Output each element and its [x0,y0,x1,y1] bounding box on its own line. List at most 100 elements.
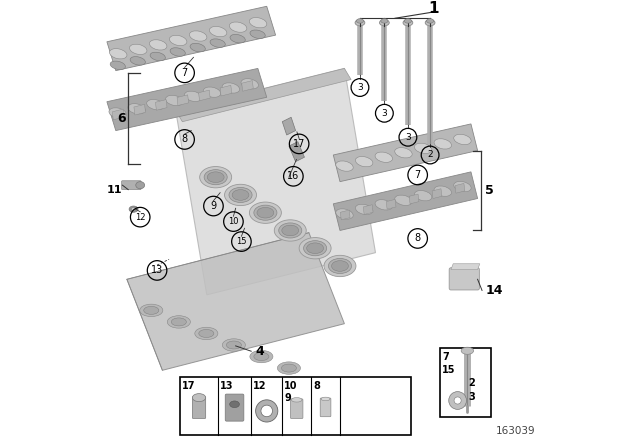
Ellipse shape [282,225,299,236]
Ellipse shape [454,181,471,192]
Ellipse shape [200,167,232,188]
Ellipse shape [278,223,302,238]
Text: 17: 17 [182,380,195,391]
Ellipse shape [147,99,164,110]
Ellipse shape [375,152,392,162]
Ellipse shape [380,20,389,26]
Text: 7: 7 [442,352,449,362]
Ellipse shape [184,91,202,101]
Ellipse shape [277,362,300,375]
Ellipse shape [230,401,239,408]
Ellipse shape [257,207,274,218]
Ellipse shape [172,318,186,326]
Polygon shape [432,189,442,198]
Text: 3: 3 [468,392,476,401]
Ellipse shape [375,200,392,210]
Ellipse shape [193,394,205,401]
Polygon shape [107,69,267,130]
Polygon shape [177,95,189,105]
Text: 3: 3 [405,133,411,142]
Ellipse shape [131,207,136,211]
FancyBboxPatch shape [291,399,303,418]
FancyBboxPatch shape [122,181,141,190]
Ellipse shape [254,353,269,361]
Text: 17: 17 [293,139,305,149]
FancyBboxPatch shape [225,394,244,421]
Ellipse shape [250,17,267,28]
Polygon shape [289,142,305,162]
Ellipse shape [199,329,214,337]
Polygon shape [333,124,477,181]
Polygon shape [455,183,465,193]
Ellipse shape [395,148,412,158]
Ellipse shape [454,134,471,145]
Ellipse shape [136,181,145,189]
Text: 8: 8 [415,233,420,243]
Ellipse shape [110,61,125,69]
Ellipse shape [250,30,265,39]
Ellipse shape [291,398,302,402]
Ellipse shape [144,306,159,314]
Ellipse shape [250,350,273,363]
Polygon shape [242,81,253,91]
Ellipse shape [209,26,227,37]
Text: 8: 8 [313,380,320,391]
Text: 1: 1 [428,1,438,16]
Text: 4: 4 [255,345,264,358]
Ellipse shape [222,339,245,351]
Text: 3: 3 [357,83,363,92]
Ellipse shape [109,108,127,118]
FancyBboxPatch shape [440,348,491,417]
Ellipse shape [275,220,306,241]
Text: 12: 12 [253,380,266,391]
Ellipse shape [204,170,227,185]
Ellipse shape [434,139,451,149]
Text: 2: 2 [468,378,476,388]
Ellipse shape [130,56,145,65]
Ellipse shape [229,187,252,202]
Text: 13: 13 [151,265,163,276]
Ellipse shape [355,204,373,215]
FancyBboxPatch shape [449,268,479,290]
Ellipse shape [207,172,224,182]
Ellipse shape [403,20,413,26]
Text: 7: 7 [182,68,188,78]
Ellipse shape [328,258,351,274]
Ellipse shape [404,19,412,23]
Polygon shape [107,6,276,71]
Text: 9: 9 [284,393,291,403]
Ellipse shape [129,44,147,55]
Text: 5: 5 [485,184,494,197]
Ellipse shape [170,48,186,56]
Polygon shape [134,104,145,115]
Ellipse shape [356,19,364,23]
Text: 2: 2 [428,151,433,159]
Polygon shape [113,109,124,120]
FancyBboxPatch shape [320,398,331,417]
Text: 10: 10 [284,380,298,391]
Ellipse shape [241,79,259,89]
Ellipse shape [166,95,183,106]
Circle shape [454,397,461,404]
Circle shape [449,392,467,409]
Ellipse shape [167,316,190,328]
Ellipse shape [336,161,353,171]
Ellipse shape [129,206,138,212]
Polygon shape [364,205,373,215]
Polygon shape [198,90,210,101]
Ellipse shape [225,184,257,206]
Ellipse shape [303,241,326,256]
Ellipse shape [332,261,348,271]
Text: 16: 16 [287,171,300,181]
Ellipse shape [229,22,247,32]
Text: 10: 10 [228,217,239,226]
Ellipse shape [336,209,353,219]
Ellipse shape [321,397,330,401]
Ellipse shape [170,35,187,46]
Ellipse shape [204,87,221,97]
Ellipse shape [324,255,356,276]
Ellipse shape [250,202,282,224]
Text: 15: 15 [442,365,456,375]
Ellipse shape [189,31,207,41]
Ellipse shape [109,49,127,59]
